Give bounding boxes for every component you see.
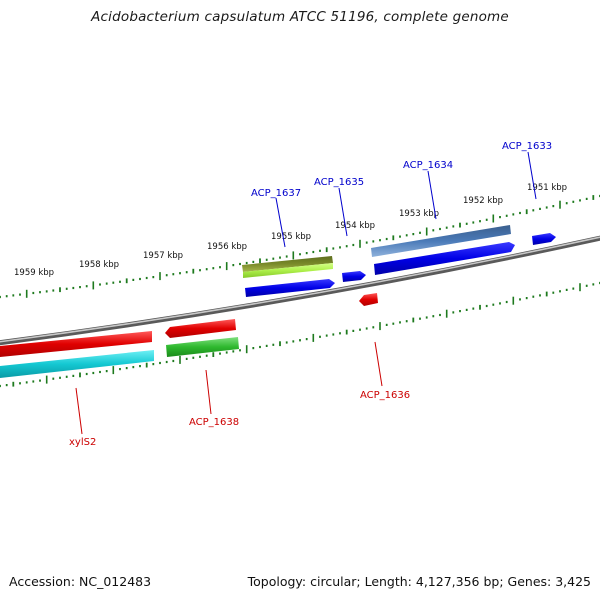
accession-text: Accession: NC_012483 bbox=[9, 574, 152, 589]
label-acp1634[interactable]: ACP_1634 bbox=[403, 160, 453, 171]
tick-label-1959: 1959 kbp bbox=[14, 268, 54, 278]
label-acp1638[interactable]: ACP_1638 bbox=[189, 417, 239, 428]
reverse-strand-features bbox=[0, 293, 378, 378]
forward-strand-features bbox=[242, 225, 556, 297]
feature-olive-bar bbox=[242, 256, 333, 272]
cds-acp1636-arrow[interactable] bbox=[359, 293, 378, 306]
cds-xyls2-arrow[interactable] bbox=[0, 331, 152, 357]
label-acp1635[interactable]: ACP_1635 bbox=[314, 177, 364, 188]
tick-label-1956: 1956 kbp bbox=[207, 242, 247, 252]
label-xyls2[interactable]: xylS2 bbox=[69, 437, 96, 448]
cds-acp1638-arrow[interactable] bbox=[165, 319, 236, 338]
genome-summary-text: Topology: circular; Length: 4,127,356 bp… bbox=[247, 574, 591, 589]
tick-label-1954: 1954 kbp bbox=[335, 221, 375, 231]
tick-label-1958: 1958 kbp bbox=[79, 260, 119, 270]
map-title: Acidobacterium capsulatum ATCC 51196, co… bbox=[91, 9, 509, 25]
label-acp1636[interactable]: ACP_1636 bbox=[360, 390, 410, 401]
tick-label-1952: 1952 kbp bbox=[463, 196, 503, 206]
genome-backbone bbox=[0, 235, 600, 346]
feature-lime-bar bbox=[243, 263, 333, 278]
cds-acp1634-arrow[interactable] bbox=[374, 242, 515, 275]
label-acp1637[interactable]: ACP_1637 bbox=[251, 188, 301, 199]
inner-tick-track bbox=[0, 281, 600, 388]
tick-label-1957: 1957 kbp bbox=[143, 251, 183, 261]
tick-label-1953: 1953 kbp bbox=[399, 209, 439, 219]
cds-acp1637-arrow[interactable] bbox=[245, 279, 335, 297]
tick-label-1955: 1955 kbp bbox=[271, 232, 311, 242]
tick-labels: 1951 kbp 1952 kbp 1953 kbp 1954 kbp 1955… bbox=[14, 183, 567, 278]
tick-label-1951: 1951 kbp bbox=[527, 183, 567, 193]
feature-green-bar bbox=[166, 337, 239, 357]
cds-acp1633-arrow[interactable] bbox=[532, 233, 556, 245]
outer-tick-track bbox=[0, 194, 600, 299]
feature-steelblue-bar bbox=[371, 225, 511, 257]
cds-acp1635-arrow[interactable] bbox=[342, 271, 366, 282]
feature-cyan-bar bbox=[0, 350, 154, 378]
label-acp1633[interactable]: ACP_1633 bbox=[502, 141, 552, 152]
gene-labels: ACP_1633 ACP_1634 ACP_1635 ACP_1637 ACP_… bbox=[69, 141, 552, 448]
